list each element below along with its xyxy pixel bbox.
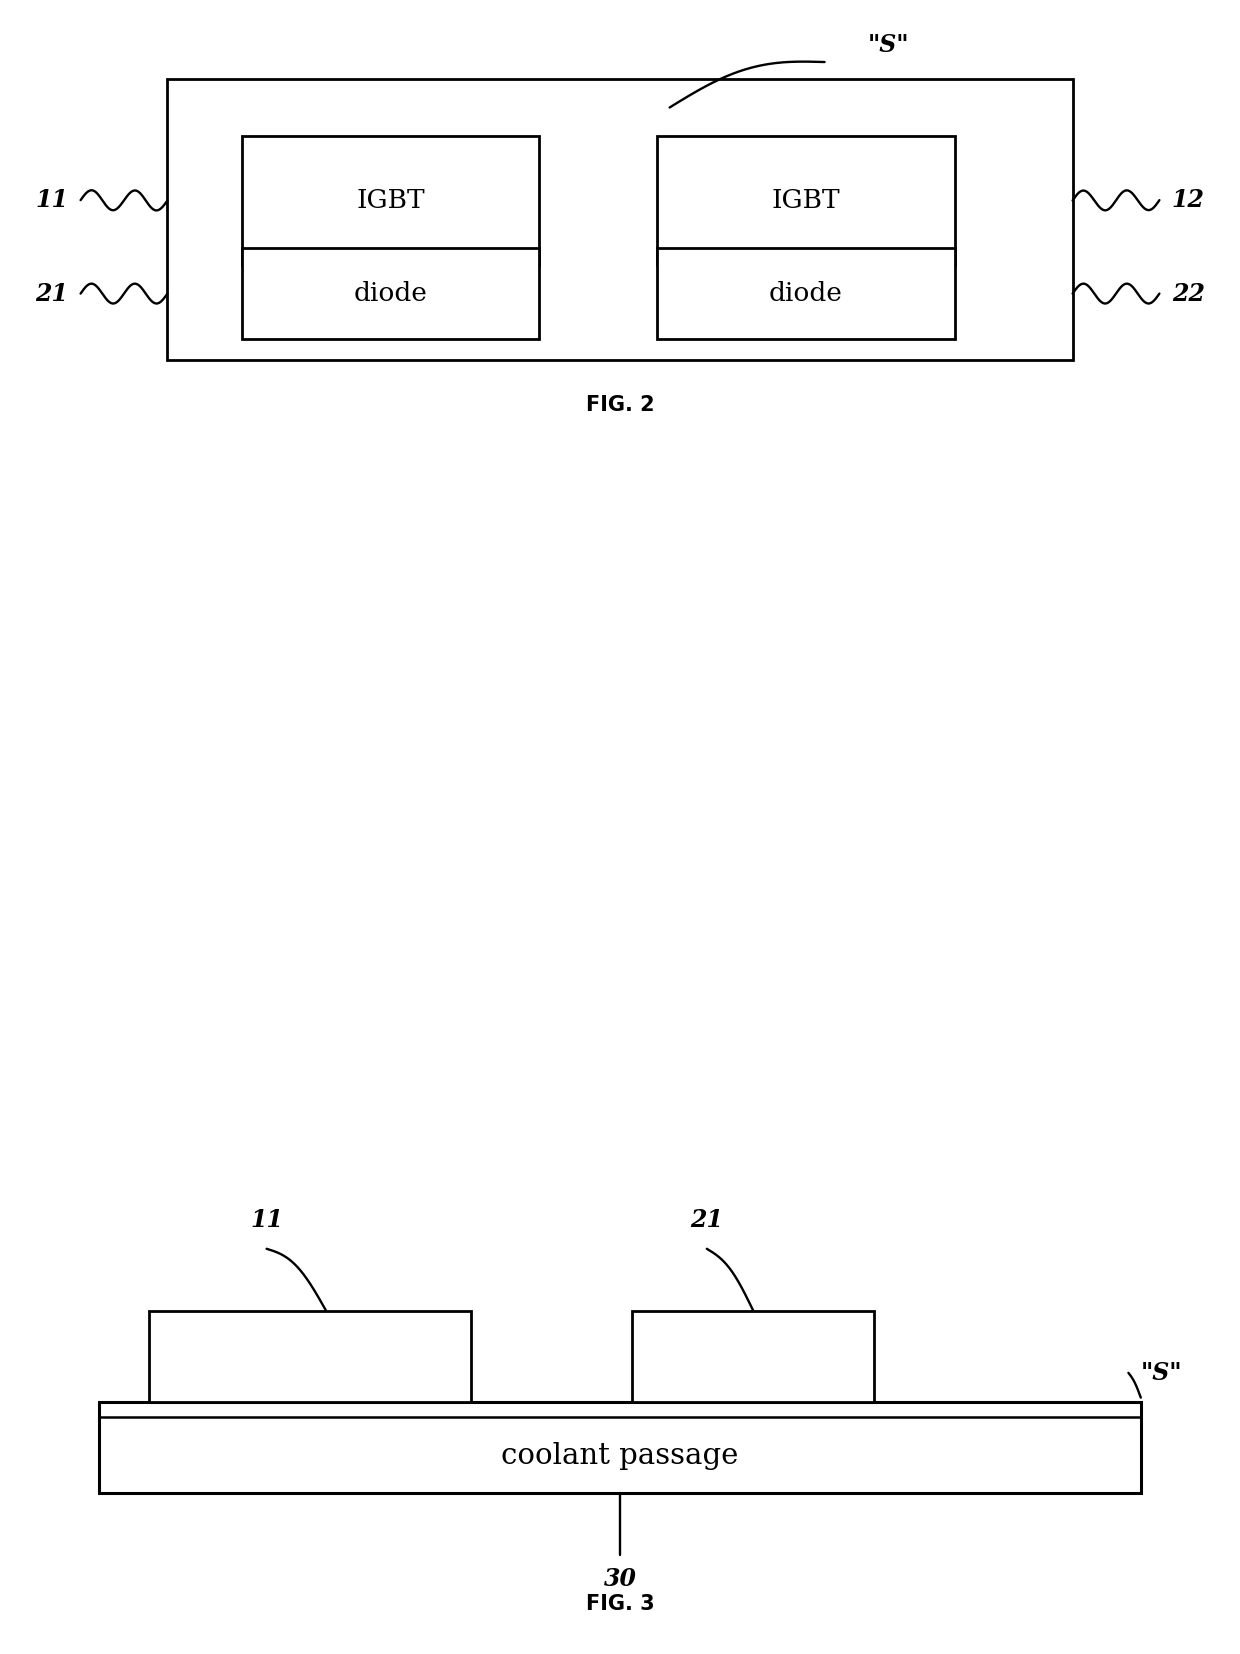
Bar bbox=[149, 1310, 471, 1403]
Bar bbox=[167, 79, 1073, 361]
Text: 22: 22 bbox=[1172, 281, 1205, 306]
Text: 21: 21 bbox=[691, 1207, 723, 1232]
Bar bbox=[632, 1310, 874, 1403]
Text: 30: 30 bbox=[604, 1568, 636, 1591]
Text: FIG. 3: FIG. 3 bbox=[585, 1594, 655, 1614]
Bar bbox=[242, 248, 539, 339]
Text: 12: 12 bbox=[1172, 189, 1205, 212]
Text: 11: 11 bbox=[250, 1207, 283, 1232]
Text: diode: diode bbox=[353, 281, 428, 306]
Text: diode: diode bbox=[769, 281, 843, 306]
Text: IGBT: IGBT bbox=[356, 189, 425, 213]
Text: 11: 11 bbox=[35, 189, 68, 212]
Bar bbox=[242, 137, 539, 265]
Bar bbox=[657, 248, 955, 339]
Text: coolant passage: coolant passage bbox=[501, 1442, 739, 1469]
Bar bbox=[99, 1403, 1141, 1492]
Text: FIG. 2: FIG. 2 bbox=[585, 395, 655, 415]
Bar bbox=[657, 137, 955, 265]
Text: IGBT: IGBT bbox=[771, 189, 841, 213]
Text: "S": "S" bbox=[868, 33, 909, 58]
Text: 21: 21 bbox=[35, 281, 68, 306]
Text: "S": "S" bbox=[1141, 1361, 1182, 1384]
